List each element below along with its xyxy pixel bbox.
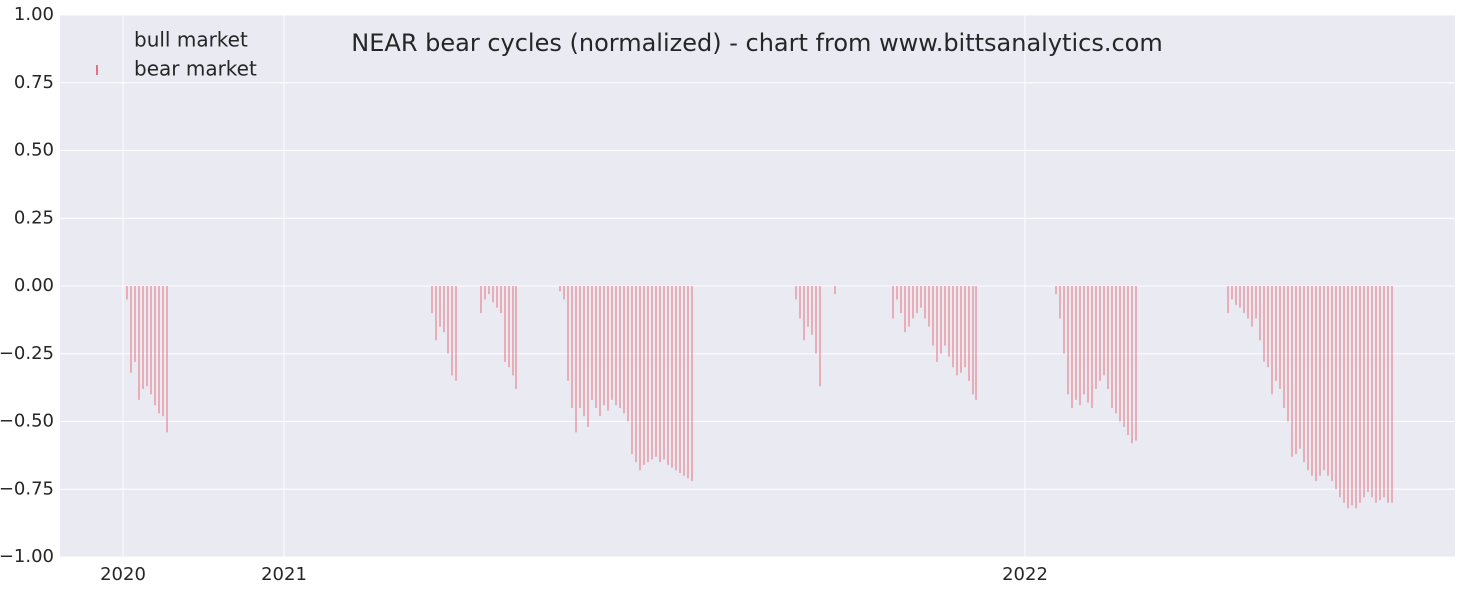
x-tick-label: 2020 <box>100 564 146 585</box>
x-tick-label: 2021 <box>261 564 307 585</box>
y-tick-label: 0.50 <box>14 140 54 161</box>
y-tick-label: −1.00 <box>0 546 54 567</box>
x-tick-label: 2022 <box>1002 564 1048 585</box>
y-tick-label: 0.00 <box>14 275 54 296</box>
y-tick-label: −0.50 <box>0 411 54 432</box>
y-tick-label: −0.25 <box>0 343 54 364</box>
y-tick-label: 0.75 <box>14 72 54 93</box>
y-tick-label: 1.00 <box>14 4 54 25</box>
legend-label: bull market <box>134 28 248 52</box>
marks <box>126 286 1393 509</box>
legend-label: bear market <box>134 57 257 81</box>
y-tick-label: 0.25 <box>14 207 54 228</box>
chart-title: NEAR bear cycles (normalized) - chart fr… <box>351 29 1162 57</box>
y-tick-label: −0.75 <box>0 478 54 499</box>
grid <box>60 14 1455 558</box>
